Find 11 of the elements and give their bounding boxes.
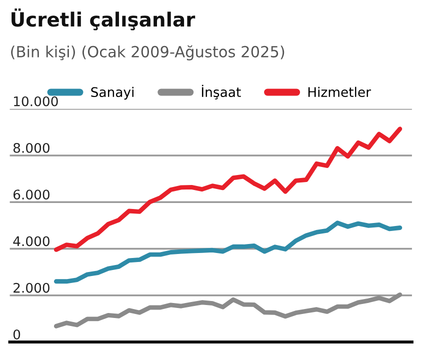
y-tick-label: 10.000 <box>14 96 58 106</box>
y-tick-label: 8.000 <box>13 142 50 153</box>
legend-label: İnşaat <box>202 84 241 100</box>
y-tick-label: 0 <box>13 329 20 340</box>
chart-title: Ücretli çalışanlar <box>12 8 196 30</box>
y-tick-label: 6.000 <box>13 190 50 200</box>
chart-subtitle: (Bin kişi) (Ocak 2009-Ağustos 2025) <box>11 45 284 60</box>
y-tick-label: 2.000 <box>14 282 50 293</box>
legend-label: Sanayi <box>91 86 134 100</box>
legend-label: Hizmetler <box>308 86 371 98</box>
y-tick-label: 4.000 <box>13 236 50 246</box>
